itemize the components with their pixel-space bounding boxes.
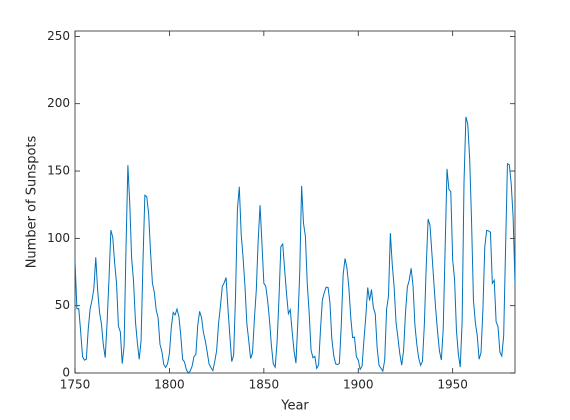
x-tick-label: 1750	[60, 378, 91, 392]
x-axis-label: Year	[280, 399, 309, 414]
axes-box	[74, 30, 516, 374]
y-tick-label: 100	[47, 231, 70, 245]
x-tick-label: 1900	[343, 378, 374, 392]
x-tick-label: 1950	[437, 378, 468, 392]
y-tick-label: 0	[62, 366, 70, 380]
data-line	[74, 116, 516, 374]
y-tick-label: 200	[47, 96, 70, 110]
y-tick-label: 50	[55, 298, 70, 312]
y-tick-label: 250	[47, 29, 70, 43]
y-tick-label: 150	[47, 164, 70, 178]
x-tick-label: 1800	[154, 378, 185, 392]
y-axis-label: Number of Sunspots	[25, 135, 40, 268]
x-tick-label: 1850	[249, 378, 280, 392]
